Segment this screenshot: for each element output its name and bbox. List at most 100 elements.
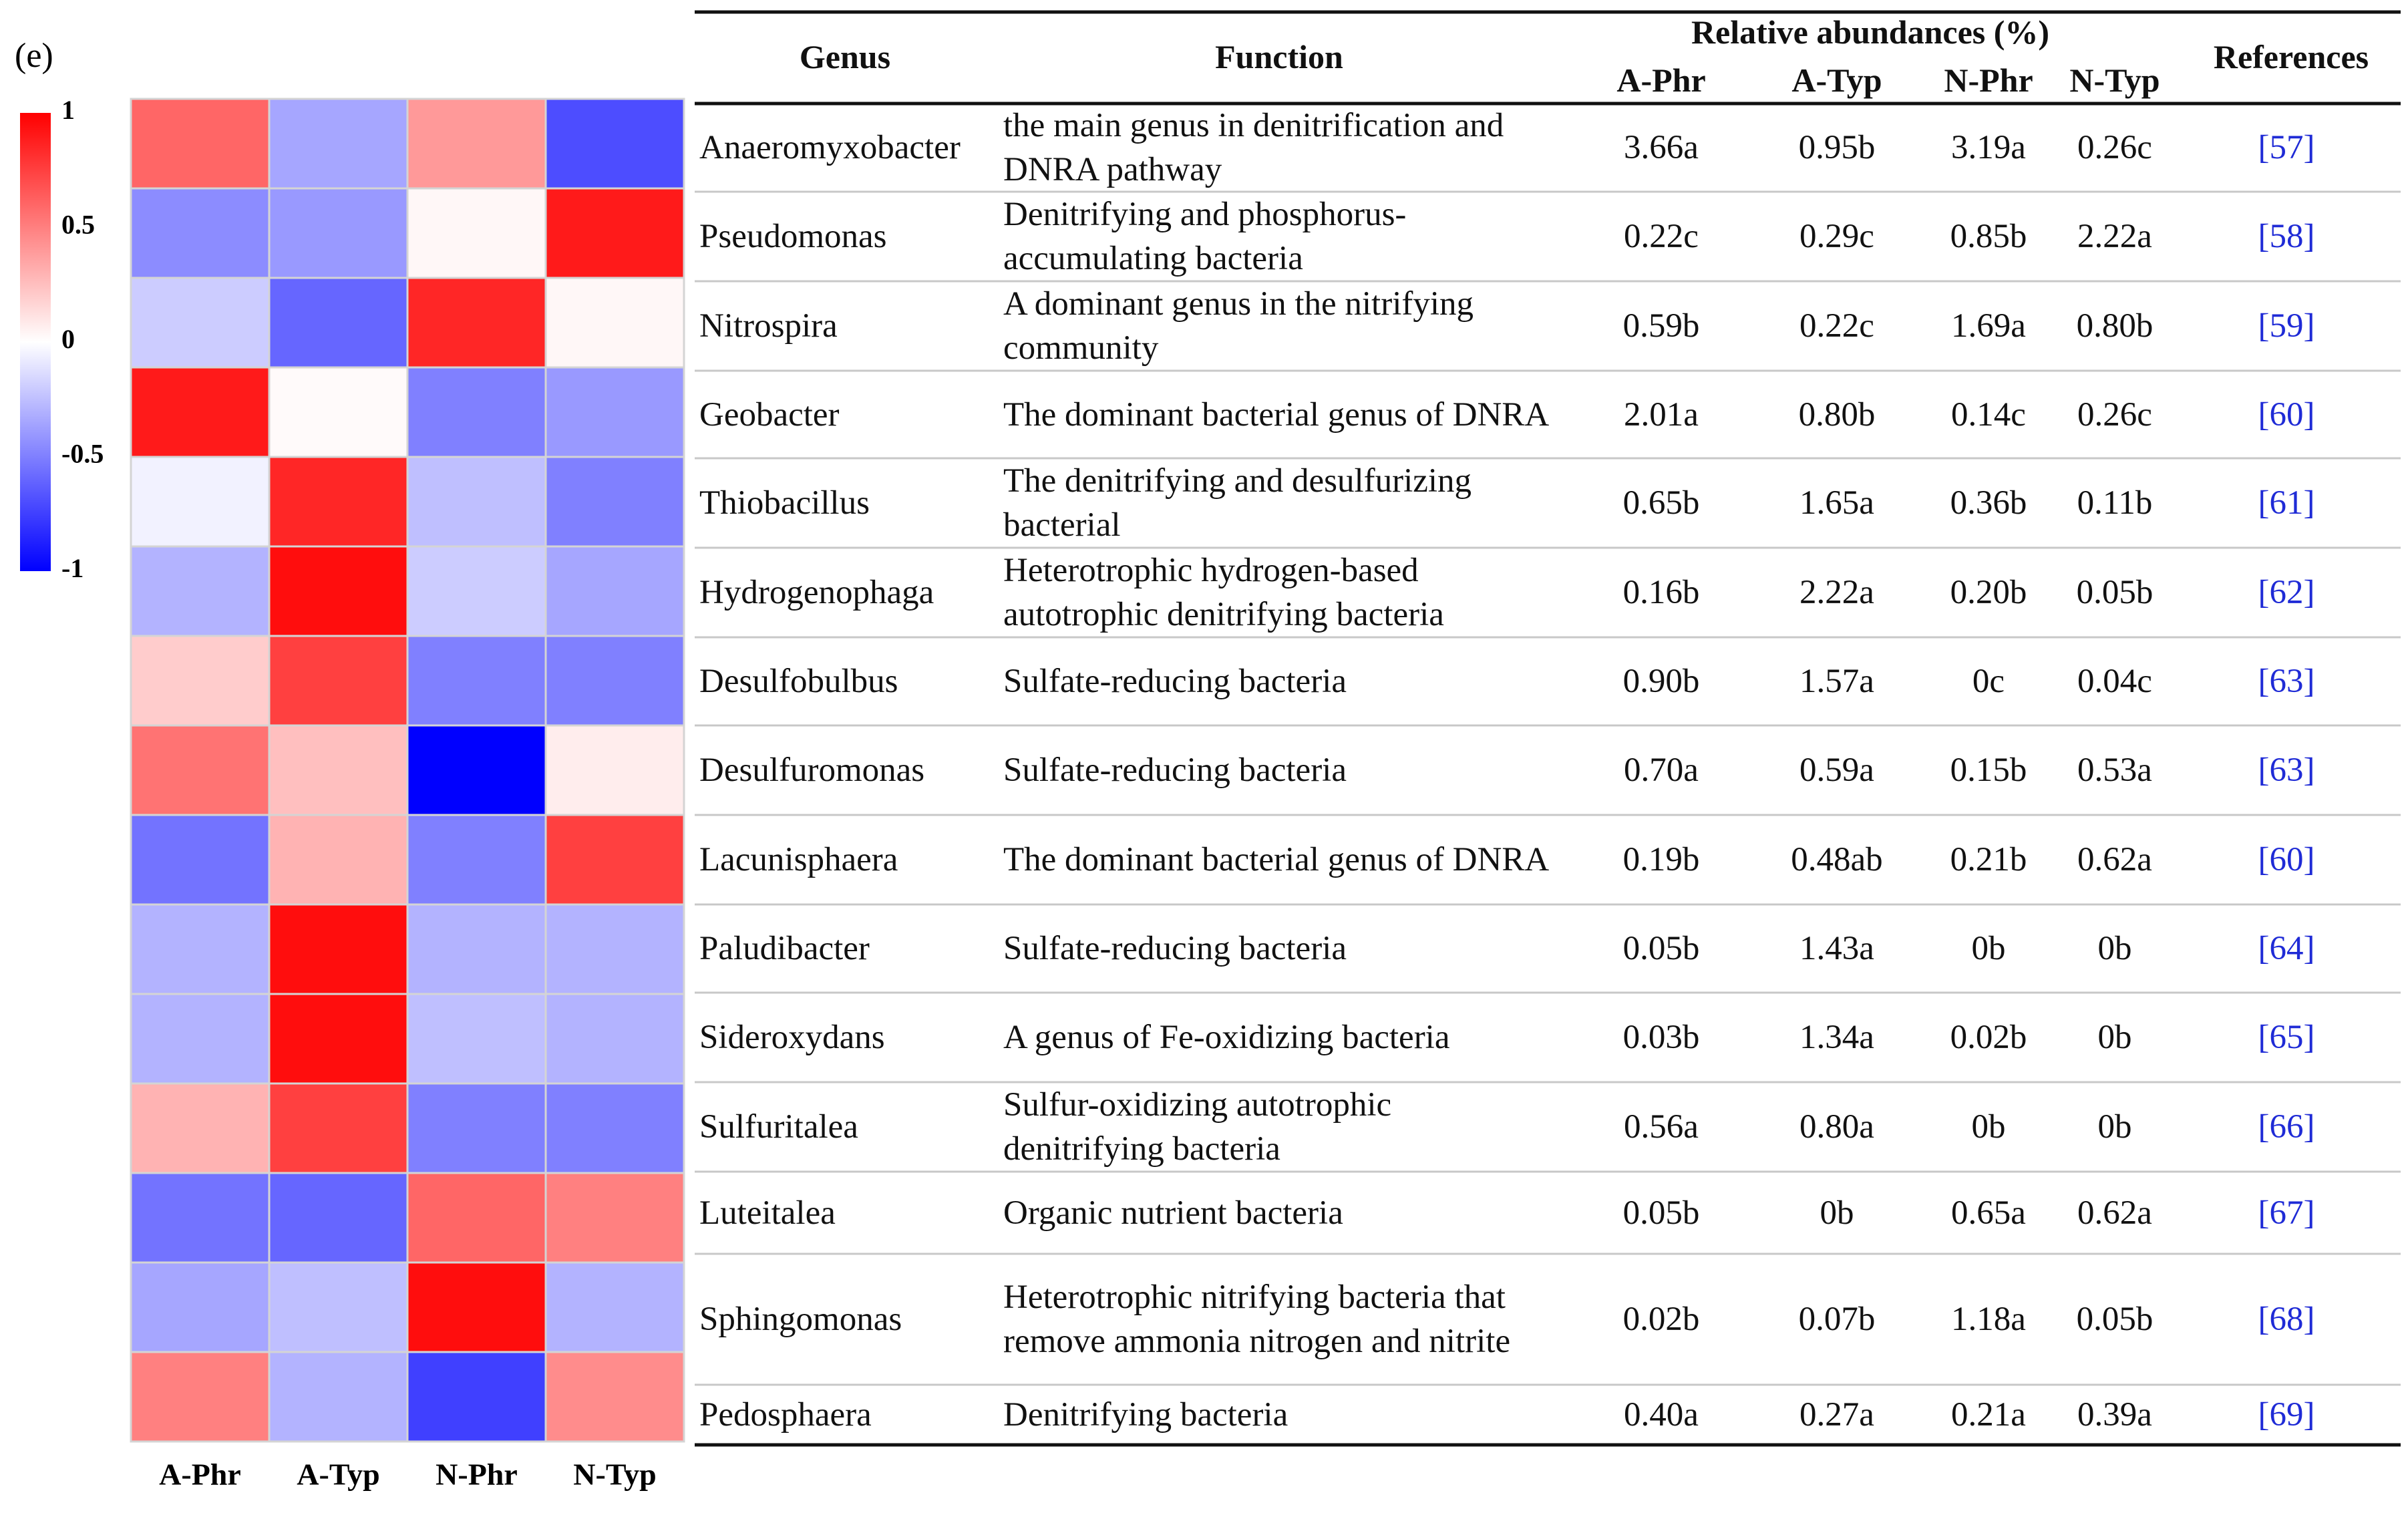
heatmap-cell	[406, 903, 547, 995]
colorbar-tick-label: -0.5	[61, 439, 104, 469]
abundance: 0.26c	[2077, 129, 2152, 166]
reference[interactable]: [62]	[2258, 574, 2315, 611]
heatmap-cell	[268, 814, 409, 906]
abundance: 0.02b	[1622, 1301, 1700, 1338]
heatmap-cell	[268, 277, 409, 369]
reference[interactable]: [66]	[2258, 1108, 2315, 1146]
panel-label: (e)	[15, 37, 53, 75]
function: Heterotrophic hydrogen-based autotrophic…	[1003, 552, 1444, 633]
heatmap-cell	[544, 277, 685, 369]
heatmap-cell	[544, 993, 685, 1085]
abundance: 1.43a	[1799, 930, 1874, 967]
heatmap-cell	[406, 1351, 547, 1443]
header-genus: Genus	[799, 38, 891, 75]
heatmap-cell	[130, 366, 271, 458]
genus: Luteitalea	[699, 1194, 836, 1232]
heatmap-cell	[544, 1172, 685, 1264]
reference[interactable]: [63]	[2258, 663, 2315, 700]
reference[interactable]: [61]	[2258, 484, 2315, 522]
function: the main genus in denitrification and DN…	[1003, 107, 1504, 188]
abundance: 0.80b	[2076, 307, 2154, 345]
reference[interactable]: [57]	[2258, 129, 2315, 166]
reference[interactable]: [69]	[2258, 1396, 2315, 1434]
function: Denitrifying and phosphorus-accumulating…	[1003, 196, 1407, 277]
x-tick-label: A-Typ	[297, 1458, 379, 1492]
abundance: 0.16b	[1622, 574, 1700, 611]
abundance: 0.65b	[1622, 484, 1700, 522]
heatmap-cell	[130, 993, 271, 1085]
abundance: 0.20b	[1950, 574, 2027, 611]
abundance: 0.80b	[1798, 395, 1876, 434]
heatmap-cell	[268, 724, 409, 816]
function: Sulfur-oxidizing autotrophic denitrifyin…	[1003, 1086, 1392, 1168]
reference[interactable]: [60]	[2258, 395, 2315, 434]
heatmap-cell	[544, 1351, 685, 1443]
heatmap-cell	[406, 1082, 547, 1174]
abundance: 0.21a	[1951, 1396, 2026, 1434]
reference[interactable]: [60]	[2258, 841, 2315, 878]
abundance: 0.70a	[1624, 751, 1699, 789]
header-column: A-Typ	[1791, 61, 1882, 99]
reference[interactable]: [63]	[2258, 751, 2315, 789]
abundance: 2.01a	[1624, 395, 1699, 434]
heatmap-cell	[130, 545, 271, 637]
abundance: 0.15b	[1950, 751, 2027, 789]
abundance: 0b	[2097, 930, 2132, 967]
heatmap-cell	[268, 903, 409, 995]
reference[interactable]: [64]	[2258, 930, 2315, 967]
abundance: 0b	[1971, 1108, 2006, 1146]
heatmap-cell	[544, 724, 685, 816]
heatmap-cell	[130, 456, 271, 548]
reference[interactable]: [68]	[2258, 1301, 2315, 1338]
heatmap-cell	[130, 724, 271, 816]
abundance: 0.27a	[1799, 1396, 1874, 1434]
header-column: N-Phr	[1944, 61, 2033, 99]
abundance: 0.03b	[1622, 1019, 1700, 1056]
genus: Sulfuritalea	[699, 1108, 858, 1146]
colorbar	[20, 113, 51, 571]
heatmap-cell	[268, 1261, 409, 1353]
function: Sulfate-reducing bacteria	[1003, 751, 1347, 789]
abundance: 0c	[1972, 663, 2005, 700]
abundance: 0.85b	[1950, 218, 2027, 255]
abundance: 0b	[2097, 1108, 2132, 1146]
heatmap-cell	[406, 187, 547, 279]
abundance: 2.22a	[1799, 574, 1874, 611]
abundance: 0.04c	[2077, 663, 2152, 700]
genus: Thiobacillus	[699, 484, 870, 522]
reference[interactable]: [67]	[2258, 1194, 2315, 1232]
abundance: 0.80a	[1799, 1108, 1874, 1146]
heatmap-cell	[406, 277, 547, 369]
function: Sulfate-reducing bacteria	[1003, 663, 1347, 700]
heatmap-cell	[130, 1351, 271, 1443]
abundance: 1.34a	[1799, 1019, 1874, 1056]
heatmap-cell	[268, 1082, 409, 1174]
heatmap-cell	[268, 545, 409, 637]
abundance: 0.14c	[1951, 395, 2026, 434]
genus: Nitrospira	[699, 307, 838, 345]
abundance: 0.62a	[2077, 841, 2152, 878]
heatmap-cell	[130, 187, 271, 279]
reference[interactable]: [59]	[2258, 307, 2315, 345]
header-column: N-Typ	[2069, 61, 2160, 99]
heatmap-cell	[130, 1261, 271, 1353]
abundance: 0.48ab	[1791, 841, 1883, 878]
genus: Geobacter	[699, 395, 840, 434]
abundance: 0.05b	[2076, 574, 2154, 611]
abundance: 0.26c	[2077, 395, 2152, 434]
abundance: 0.05b	[1622, 1194, 1700, 1232]
abundance: 0.62a	[2077, 1194, 2152, 1232]
abundance: 0.11b	[2077, 484, 2153, 522]
x-tick-label: N-Phr	[436, 1458, 518, 1492]
reference[interactable]: [58]	[2258, 218, 2315, 255]
abundance: 0.39a	[2077, 1396, 2152, 1434]
heatmap-cell	[130, 814, 271, 906]
heatmap-cell	[544, 366, 685, 458]
heatmap-cell	[544, 545, 685, 637]
heatmap-cell	[268, 635, 409, 727]
header-column: A-Phr	[1616, 61, 1706, 99]
reference[interactable]: [65]	[2258, 1019, 2315, 1056]
abundance: 0.05b	[2076, 1301, 2154, 1338]
heatmap-cell	[544, 98, 685, 190]
